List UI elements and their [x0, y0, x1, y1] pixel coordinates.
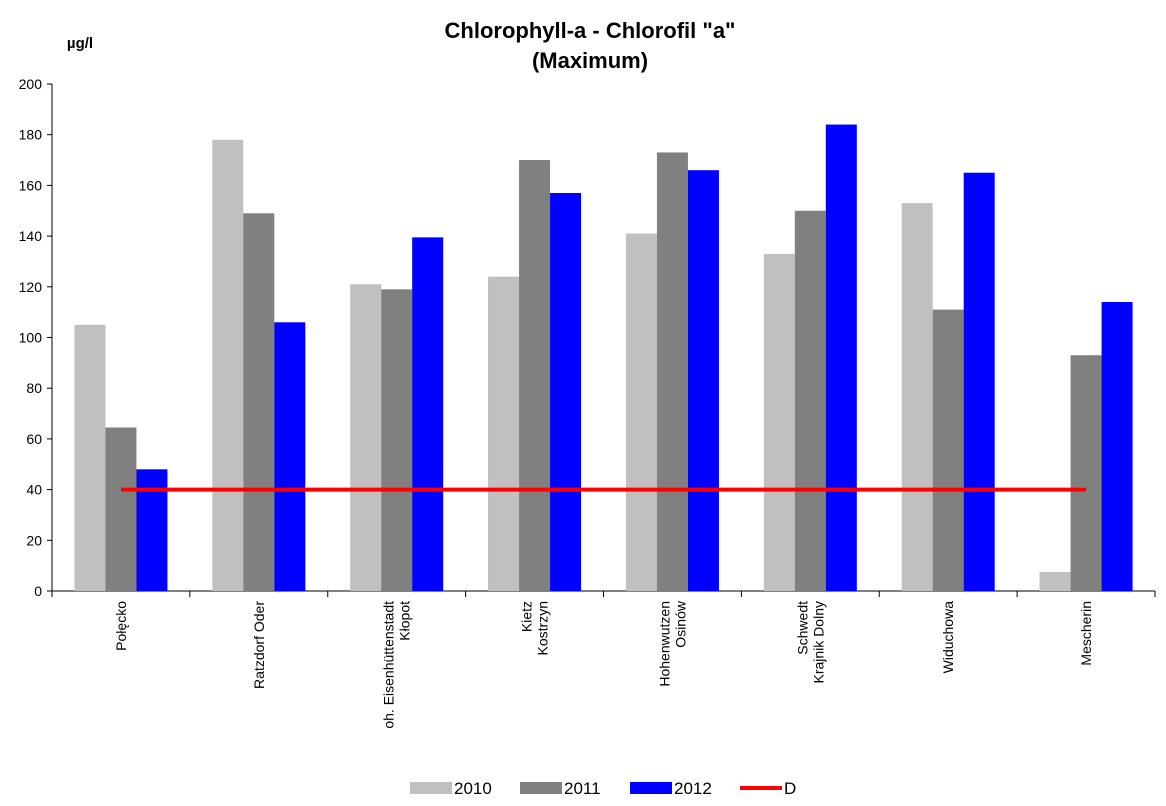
y-tick-label: 180	[19, 127, 43, 143]
bar	[794, 210, 826, 591]
bar	[963, 172, 995, 591]
bar	[1070, 355, 1102, 591]
x-tick-label-line: Ratzdorf Oder	[251, 601, 267, 689]
x-tick-label-line: Mescherin	[1078, 601, 1094, 666]
x-tick-label-line: Połęcko	[113, 601, 129, 651]
x-tick-label-line: Kostrzyn	[535, 601, 551, 655]
x-tick-label-line: Schwedt	[794, 601, 810, 655]
legend-label: 2011	[564, 779, 601, 798]
x-tick-label-line: Osinów	[672, 600, 688, 648]
x-tick-label-line: oh. Eisenhüttenstadt	[381, 601, 397, 729]
bar	[381, 289, 413, 591]
y-tick-label: 100	[19, 330, 43, 346]
bar	[350, 284, 382, 591]
y-tick-label: 20	[26, 532, 42, 548]
legend-swatch	[630, 782, 672, 794]
y-tick-label: 60	[26, 431, 42, 447]
bar	[550, 193, 582, 591]
bar	[625, 233, 657, 591]
bar	[932, 309, 964, 591]
bar	[825, 124, 857, 591]
bar	[243, 213, 275, 591]
x-tick-label-line: Krajnik Dolny	[810, 601, 826, 683]
chart-title: Chlorophyll-a - Chlorofil "a"	[445, 18, 736, 43]
legend-swatch	[520, 782, 562, 794]
x-tick-label: HohenwutzenOsinów	[656, 600, 688, 687]
y-tick-label: 40	[26, 482, 42, 498]
x-tick-label: Połęcko	[113, 601, 129, 651]
bar	[519, 160, 551, 592]
x-tick-label: Widuchowa	[940, 601, 956, 674]
bar	[656, 152, 688, 591]
bar	[74, 324, 106, 591]
chart-subtitle: (Maximum)	[532, 48, 648, 73]
x-tick-label: KietzKostrzyn	[519, 601, 551, 655]
bar	[687, 170, 719, 591]
y-tick-label: 120	[19, 279, 43, 295]
x-tick-label: oh. EisenhüttenstadtKłopot	[381, 601, 413, 729]
x-tick-label: SchwedtKrajnik Dolny	[794, 601, 826, 684]
x-tick-label-line: Hohenwutzen	[656, 601, 672, 687]
bar	[212, 139, 244, 591]
legend-swatch	[410, 782, 452, 794]
bar	[763, 253, 795, 591]
x-tick-label-line: Widuchowa	[940, 601, 956, 674]
y-tick-label: 200	[19, 76, 43, 92]
legend-label: D	[784, 779, 796, 798]
x-tick-label: Mescherin	[1078, 601, 1094, 666]
bar	[1039, 571, 1071, 591]
bar	[105, 427, 137, 591]
bar	[412, 237, 444, 591]
bar	[274, 322, 306, 591]
legend-label: 2010	[454, 779, 492, 798]
bar	[488, 276, 520, 591]
bar	[136, 469, 168, 591]
y-tick-label: 80	[26, 380, 42, 396]
legend-label: 2012	[674, 779, 712, 798]
y-tick-label: 160	[19, 177, 43, 193]
x-tick-label-line: Kietz	[519, 601, 535, 632]
x-tick-label-line: Kłopot	[397, 601, 413, 641]
y-tick-label: 0	[34, 583, 42, 599]
x-tick-label: Ratzdorf Oder	[251, 601, 267, 689]
y-axis-label: µg/l	[67, 35, 93, 52]
bar	[901, 203, 933, 591]
y-tick-label: 140	[19, 228, 43, 244]
bar	[1101, 302, 1133, 591]
